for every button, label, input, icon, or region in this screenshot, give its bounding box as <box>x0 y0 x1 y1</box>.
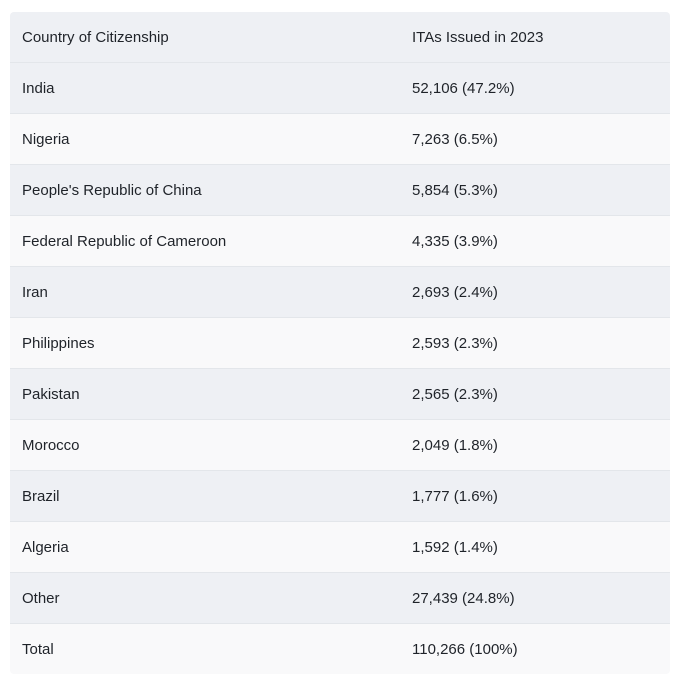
ita-table-container: Country of Citizenship ITAs Issued in 20… <box>10 12 670 674</box>
country-cell: Pakistan <box>10 368 400 420</box>
itas-cell: 52,106 (47.2%) <box>400 62 670 114</box>
itas-cell: 1,777 (1.6%) <box>400 470 670 522</box>
country-cell: Algeria <box>10 521 400 573</box>
country-cell: People's Republic of China <box>10 164 400 216</box>
column-header-itas: ITAs Issued in 2023 <box>400 12 670 63</box>
itas-cell: 27,439 (24.8%) <box>400 572 670 624</box>
itas-cell: 110,266 (100%) <box>400 623 670 674</box>
table-row: Other 27,439 (24.8%) <box>10 572 670 624</box>
table-header: Country of Citizenship ITAs Issued in 20… <box>10 12 670 63</box>
header-row: Country of Citizenship ITAs Issued in 20… <box>10 12 670 63</box>
country-cell: Brazil <box>10 470 400 522</box>
country-cell: Philippines <box>10 317 400 369</box>
ita-by-country-table: Country of Citizenship ITAs Issued in 20… <box>10 12 670 674</box>
table-row: Algeria 1,592 (1.4%) <box>10 521 670 573</box>
table-row: People's Republic of China 5,854 (5.3%) <box>10 164 670 216</box>
table-row: Philippines 2,593 (2.3%) <box>10 317 670 369</box>
table-body: India 52,106 (47.2%) Nigeria 7,263 (6.5%… <box>10 62 670 674</box>
itas-cell: 2,565 (2.3%) <box>400 368 670 420</box>
itas-cell: 2,693 (2.4%) <box>400 266 670 318</box>
table-row: Iran 2,693 (2.4%) <box>10 266 670 318</box>
itas-cell: 1,592 (1.4%) <box>400 521 670 573</box>
country-cell: Total <box>10 623 400 674</box>
table-row: Brazil 1,777 (1.6%) <box>10 470 670 522</box>
itas-cell: 5,854 (5.3%) <box>400 164 670 216</box>
country-cell: Nigeria <box>10 113 400 165</box>
country-cell: India <box>10 62 400 114</box>
table-row: Nigeria 7,263 (6.5%) <box>10 113 670 165</box>
total-row: Total 110,266 (100%) <box>10 623 670 674</box>
country-cell: Morocco <box>10 419 400 471</box>
itas-cell: 2,593 (2.3%) <box>400 317 670 369</box>
itas-cell: 2,049 (1.8%) <box>400 419 670 471</box>
country-cell: Other <box>10 572 400 624</box>
table-row: Morocco 2,049 (1.8%) <box>10 419 670 471</box>
table-row: India 52,106 (47.2%) <box>10 62 670 114</box>
table-row: Pakistan 2,565 (2.3%) <box>10 368 670 420</box>
table-row: Federal Republic of Cameroon 4,335 (3.9%… <box>10 215 670 267</box>
itas-cell: 7,263 (6.5%) <box>400 113 670 165</box>
itas-cell: 4,335 (3.9%) <box>400 215 670 267</box>
country-cell: Federal Republic of Cameroon <box>10 215 400 267</box>
country-cell: Iran <box>10 266 400 318</box>
column-header-country: Country of Citizenship <box>10 12 400 63</box>
